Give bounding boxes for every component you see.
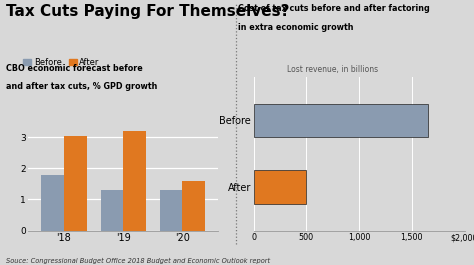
Bar (254, 170, 306, 204)
Text: CBO economic forecast before: CBO economic forecast before (6, 64, 143, 73)
Bar (254, 104, 428, 137)
Bar (160, 190, 182, 231)
Text: Tax Cuts Paying For Themselves?: Tax Cuts Paying For Themselves? (6, 4, 289, 19)
Text: in extra economic growth: in extra economic growth (238, 23, 354, 32)
Bar (41, 174, 64, 231)
Text: Cost of tax cuts before and after factoring: Cost of tax cuts before and after factor… (238, 4, 430, 13)
Bar (123, 131, 146, 231)
Bar (64, 136, 86, 231)
Text: Lost revenue, in billions: Lost revenue, in billions (287, 65, 378, 74)
Text: and after tax cuts, % GPD growth: and after tax cuts, % GPD growth (6, 82, 157, 91)
Bar (101, 190, 123, 231)
Bar (182, 181, 205, 231)
Text: Souce: Congressional Budget Office 2018 Budget and Economic Outlook report: Souce: Congressional Budget Office 2018 … (6, 258, 270, 264)
Legend: Before, After: Before, After (23, 58, 100, 67)
